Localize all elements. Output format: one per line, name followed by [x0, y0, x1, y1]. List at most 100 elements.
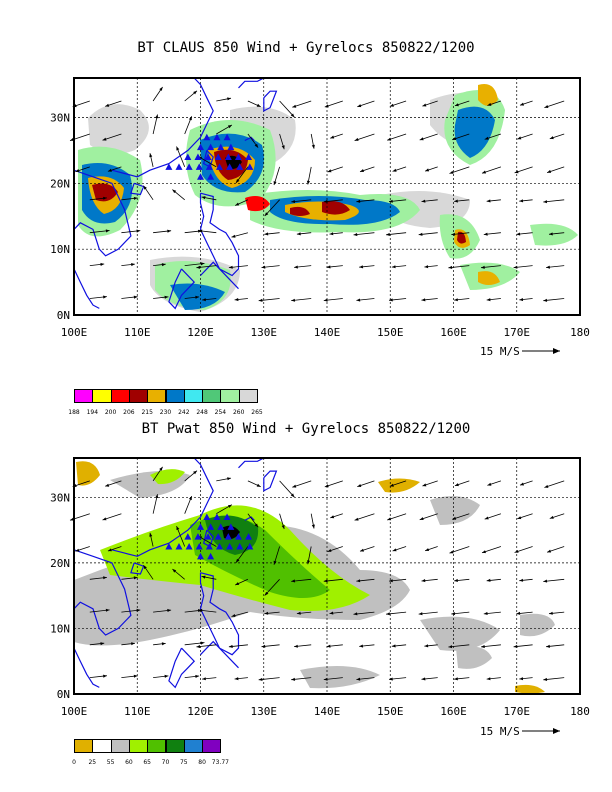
coastline [111, 77, 214, 178]
wind-vector [279, 100, 295, 118]
colorbar-swatch [147, 739, 167, 753]
gyre-marker [195, 163, 203, 170]
wind-vector-head [544, 105, 549, 108]
wind-vector-head [519, 677, 524, 681]
gyre-marker [213, 133, 221, 141]
claus-cloud-shading [78, 84, 578, 312]
wind-vector-head [103, 576, 107, 580]
gyre-marker [215, 163, 223, 170]
x-tick-label: 110E [124, 705, 151, 718]
y-tick-label: 0N [57, 309, 70, 322]
wind-vector-head [107, 168, 112, 172]
wind-vector-head [273, 560, 277, 565]
colorbar-swatch [74, 739, 94, 753]
wind-vector [176, 146, 186, 168]
x-tick-label: 180 [570, 326, 590, 339]
colorbar-label: 230 [159, 409, 172, 416]
wind-vector-head [516, 611, 521, 615]
map-title-2: BT Pwat 850 Wind + Gyrelocs 850822/1200 [141, 421, 471, 437]
wind-vector-head [387, 517, 392, 521]
wind-vector-head [487, 102, 492, 106]
wind-vector-head [236, 558, 240, 563]
wind-vector-head [133, 196, 138, 200]
wind-vector-head [544, 484, 549, 488]
colorbar-label: 80 [198, 759, 206, 766]
wind-vector-head [389, 199, 393, 203]
gyre-marker [184, 533, 192, 540]
map-title-1: BT CLAUS 850 Wind + Gyrelocs 850822/1200 [137, 40, 475, 56]
wind-vector-head [193, 470, 197, 475]
coastline [73, 169, 132, 257]
wind-vector-head [392, 168, 397, 172]
wind-vector-head [291, 677, 296, 681]
coastline [73, 647, 100, 688]
wind-vector-head [261, 644, 266, 648]
gyre-marker [197, 173, 204, 180]
wind-vector-head [291, 298, 296, 302]
wind-vector-head [198, 229, 203, 233]
wind-vector-head [294, 265, 298, 269]
gyre-marker [217, 143, 225, 151]
wind-vector-head [143, 185, 147, 190]
wind-vector-head [323, 677, 328, 681]
wind-vector-head [357, 484, 362, 487]
coastline [168, 647, 196, 689]
wind-vector-head [543, 200, 548, 204]
wind-vector-head [481, 265, 485, 269]
colorbar-label: 242 [178, 409, 190, 416]
wind-vector-head [421, 579, 426, 583]
gyre-locations [165, 133, 254, 180]
wind-vector-head [391, 644, 396, 648]
x-tick-label: 100E [61, 705, 88, 718]
wind-vector-head [391, 265, 396, 269]
wind-vector-head [386, 232, 390, 236]
y-tick-label: 10N [50, 243, 70, 256]
coastline [168, 268, 196, 310]
colorbar-label: 248 [196, 409, 208, 416]
wind-vector-head [418, 612, 423, 616]
wind-vector-head [323, 199, 328, 203]
wind-vector-head [549, 232, 553, 236]
wind-vector-head [392, 548, 397, 552]
gyre-marker [214, 153, 222, 160]
wind-vector-head [195, 295, 200, 299]
gyre-marker [226, 543, 234, 550]
gyre-marker [234, 533, 242, 540]
coastline [244, 516, 255, 521]
wind-vector-head [102, 517, 107, 521]
wind-vector-head [290, 493, 295, 498]
wind-vector-head [103, 295, 107, 299]
coastlines [73, 77, 278, 310]
wind-vector-head [389, 298, 393, 302]
coastline [263, 90, 278, 112]
wind-vector-head [172, 189, 177, 194]
colorbar-label: 194 [86, 409, 99, 416]
gyre-marker [207, 143, 215, 151]
wind-vector-head [330, 135, 335, 139]
wind-vector-head [549, 611, 553, 615]
wind-vector-head [389, 483, 394, 487]
wind-vector-head [131, 642, 135, 646]
gyre-marker [207, 552, 215, 560]
map-frame [73, 77, 581, 316]
wind-vector-head [353, 233, 358, 237]
gyre-marker [213, 513, 221, 520]
wind-vector-head [546, 265, 550, 269]
colorbar-label: 60 [125, 759, 133, 766]
wind-vector-head [360, 548, 364, 552]
pwat-shading [74, 461, 555, 694]
wind-vector-head [75, 548, 80, 552]
wind-vector-head [387, 137, 392, 141]
coastline [263, 470, 278, 492]
vector-scale-arrow [522, 348, 560, 354]
y-tick-label: 20N [50, 177, 70, 190]
pwat-wind-map: 100E 110E 120E 130E 140E 150E 160E 170E 180 30N 2… [50, 457, 590, 738]
wind-vector-head [517, 136, 522, 140]
wind-vector-head [227, 125, 232, 129]
gyre-marker [205, 543, 213, 550]
wind-vector-head [264, 591, 269, 596]
wind-vector-head [236, 179, 240, 183]
colorbar-label: 265 [251, 409, 263, 416]
wind-vector-head [196, 265, 201, 269]
gyre-marker [185, 543, 193, 550]
